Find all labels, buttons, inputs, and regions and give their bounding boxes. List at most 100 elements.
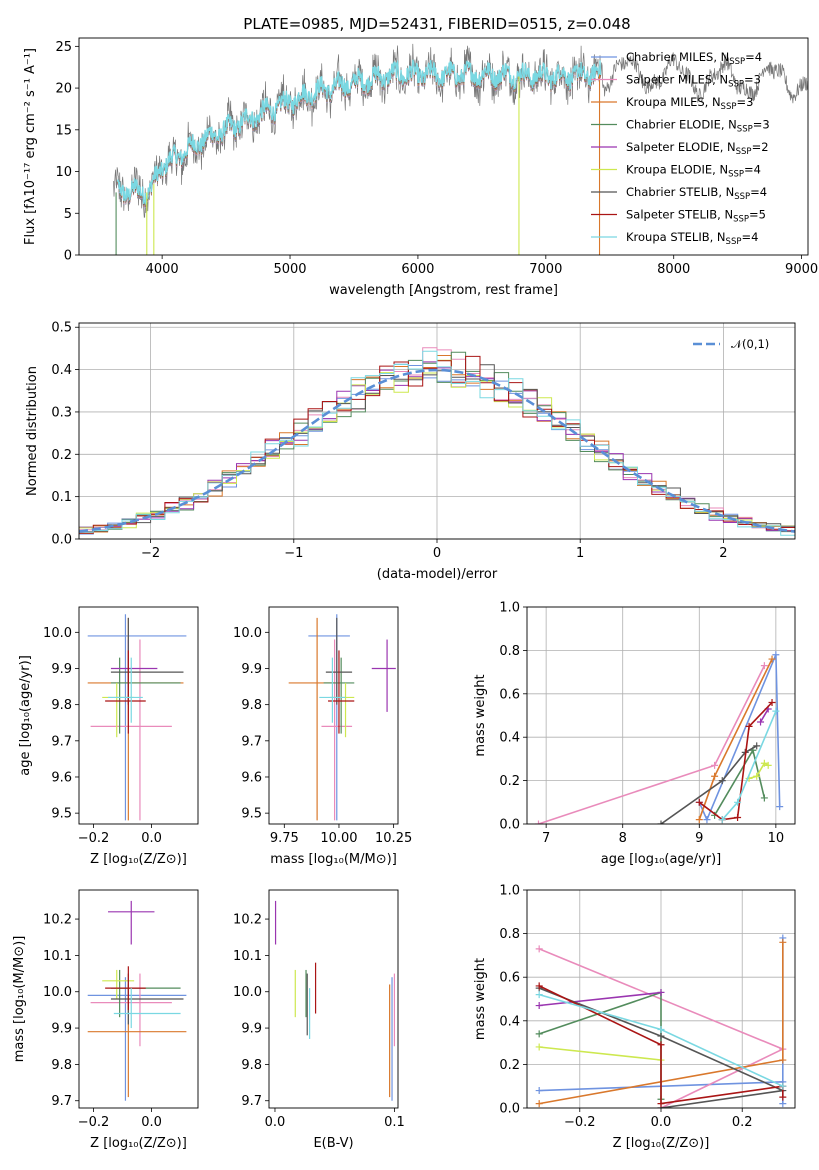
mass-weight-marker bbox=[764, 761, 772, 769]
mass-weight-marker bbox=[657, 820, 665, 824]
x-tick-label: 9 bbox=[695, 831, 703, 846]
mass-weight-marker bbox=[657, 1026, 665, 1034]
mass-weight-marker bbox=[535, 945, 543, 953]
plot-area-mass-vs-Z bbox=[87, 900, 187, 1101]
axes-frame bbox=[78, 889, 199, 1109]
x-axis-label: (data-model)/error bbox=[377, 567, 498, 582]
x-tick-label: 5000 bbox=[273, 262, 306, 277]
plot-area-mass-vs-ebv bbox=[274, 900, 396, 1101]
mass-weight-marker bbox=[534, 820, 542, 824]
axes-frame bbox=[268, 889, 399, 1109]
panel-mass-weight-vs-Z: −0.2 0.0 0.2 0.0 0.2 0.4 0.6 0.8 1.0 Z [log₁₀(Z/Z… bbox=[473, 884, 796, 1151]
y-tick-label: 9.7 bbox=[51, 1094, 72, 1109]
x-tick-label: 8 bbox=[619, 831, 627, 846]
y-tick-label: 5 bbox=[64, 207, 72, 222]
panel-residuals: −2 −1 0 1 2 0.0 0.1 0.2 0.3 0.4 0.5 (data-model)/er… bbox=[25, 321, 796, 582]
x-tick-label: 0.0 bbox=[265, 1115, 286, 1130]
mass-weight-marker bbox=[760, 759, 768, 767]
y-tick-label: 0.4 bbox=[51, 363, 72, 378]
y-tick-label: 10.0 bbox=[233, 626, 262, 641]
legend-label: Salpeter ELODIE, NSSP=2 bbox=[626, 140, 769, 157]
mass-weight-marker bbox=[779, 1100, 787, 1108]
y-tick-label: 0.6 bbox=[499, 687, 520, 702]
mass-weight-marker bbox=[718, 777, 726, 785]
x-tick-label: 0.0 bbox=[141, 1115, 162, 1130]
y-tick-label: 20 bbox=[55, 82, 72, 97]
x-axis-label: age [log₁₀(age/yr)] bbox=[601, 852, 722, 867]
y-axis-label: mass weight bbox=[473, 674, 488, 756]
x-tick-label: 0.0 bbox=[651, 1115, 672, 1130]
mass-weight-marker bbox=[657, 1100, 665, 1108]
legend-label: Chabrier STELIB, NSSP=4 bbox=[626, 185, 767, 202]
mass-weight-marker bbox=[695, 816, 703, 824]
panel-mass-vs-Z: −0.2 0.0 9.7 9.8 9.9 10.0 10.1 10.2 Z [log₁₀(Z/Z… bbox=[12, 889, 199, 1151]
mass-weight-marker bbox=[535, 1087, 543, 1095]
legend-label: Chabrier MILES, NSSP=4 bbox=[626, 50, 762, 67]
plot-area-mass-weight-vs-Z bbox=[535, 934, 787, 1108]
mass-weight-marker bbox=[695, 798, 703, 806]
legend-label: Salpeter STELIB, NSSP=5 bbox=[626, 208, 766, 225]
mass-weight-line bbox=[698, 658, 773, 820]
mass-weight-marker bbox=[657, 1032, 665, 1040]
mass-weight-marker bbox=[772, 707, 780, 715]
mass-weight-marker bbox=[772, 651, 780, 659]
y-tick-label: 10.0 bbox=[43, 985, 72, 1000]
mass-weight-marker bbox=[535, 1043, 543, 1051]
mass-weight-marker bbox=[734, 798, 742, 806]
panel-mass-weight-vs-age: 7 8 9 10 0.0 0.2 0.4 0.6 0.8 1.0 age [log₁₀(age/yr… bbox=[473, 601, 796, 867]
y-tick-label: 9.9 bbox=[51, 662, 72, 677]
mass-weight-marker bbox=[768, 698, 776, 706]
mass-weight-marker bbox=[779, 1082, 787, 1090]
plot-area-residuals bbox=[79, 347, 795, 539]
legend-label: Kroupa MILES, NSSP=3 bbox=[626, 95, 753, 112]
y-tick-label: 10.2 bbox=[43, 913, 72, 928]
y-tick-label: 0.6 bbox=[499, 971, 520, 986]
y-tick-label: 9.7 bbox=[51, 734, 72, 749]
y-tick-label: 0.4 bbox=[499, 1014, 520, 1029]
y-tick-label: 9.6 bbox=[51, 770, 72, 785]
x-tick-label: −2 bbox=[141, 546, 160, 561]
y-axis-label: mass weight bbox=[473, 958, 488, 1040]
x-tick-label: 10.25 bbox=[375, 831, 412, 846]
y-tick-label: 10.0 bbox=[43, 626, 72, 641]
mass-weight-marker bbox=[760, 662, 768, 670]
x-tick-label: 2 bbox=[719, 546, 727, 561]
mass-weight-marker bbox=[779, 1093, 787, 1101]
y-tick-label: 10.0 bbox=[233, 985, 262, 1000]
y-tick-label: 9.8 bbox=[51, 698, 72, 713]
mass-weight-marker bbox=[768, 655, 776, 663]
y-tick-label: 9.8 bbox=[241, 1058, 262, 1073]
mass-weight-marker bbox=[760, 794, 768, 802]
mass-weight-marker bbox=[535, 982, 543, 990]
y-tick-label: 0.2 bbox=[51, 448, 72, 463]
mass-weight-marker bbox=[711, 761, 719, 769]
y-tick-label: 0.0 bbox=[499, 818, 520, 833]
x-tick-label: 0.2 bbox=[732, 1115, 753, 1130]
x-tick-label: −0.2 bbox=[564, 1115, 596, 1130]
mass-weight-marker bbox=[535, 1100, 543, 1108]
plot-area-age-vs-mass bbox=[288, 614, 396, 821]
y-tick-label: 1.0 bbox=[499, 601, 520, 616]
y-tick-label: 9.6 bbox=[241, 770, 262, 785]
mass-weight-marker bbox=[776, 803, 784, 811]
x-tick-label: 1 bbox=[576, 546, 584, 561]
y-axis-label: age [log₁₀(age/yr)] bbox=[18, 655, 33, 776]
y-tick-label: 10.2 bbox=[233, 913, 262, 928]
y-tick-label: 0.2 bbox=[499, 774, 520, 789]
x-tick-label: 10 bbox=[768, 831, 785, 846]
panel-spectrum: 4000 5000 6000 7000 8000 9000 0 5 10 15 20 25 wavele… bbox=[23, 37, 818, 298]
panel-age-vs-Z: −0.2 0.0 9.5 9.6 9.7 9.8 9.9 10.0 Z [log₁₀(Z/Z⊙)… bbox=[18, 606, 199, 867]
x-tick-label: 10.00 bbox=[320, 831, 357, 846]
plot-area-spectrum bbox=[113, 43, 808, 255]
x-tick-label: −1 bbox=[284, 546, 303, 561]
x-tick-label: 0.1 bbox=[384, 1115, 405, 1130]
y-tick-label: 0 bbox=[64, 249, 72, 264]
x-axis-label: Z [log₁₀(Z/Z⊙)] bbox=[90, 1136, 187, 1151]
mass-weight-marker bbox=[753, 742, 761, 750]
y-axis-label: Normed distribution bbox=[25, 366, 40, 496]
normal-curve bbox=[79, 368, 795, 533]
mass-weight-marker bbox=[711, 772, 719, 780]
legend-label: Chabrier ELODIE, NSSP=3 bbox=[626, 118, 770, 135]
panel-age-vs-mass: 9.75 10.00 10.25 9.5 9.6 9.7 9.8 9.9 10.0 mass [l… bbox=[233, 606, 412, 867]
